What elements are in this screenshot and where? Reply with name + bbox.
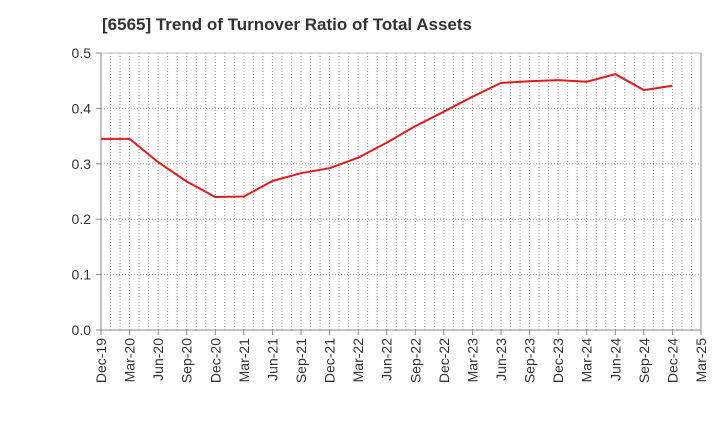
x-tick-label: Jun-22 [379, 338, 395, 381]
x-tick-label: Sep-20 [179, 338, 195, 383]
x-tick-label: Mar-20 [122, 338, 138, 383]
x-tick-label: Sep-21 [293, 338, 309, 383]
x-tick-label: Mar-24 [579, 338, 595, 383]
x-tick-label: Jun-24 [607, 338, 623, 381]
series-line [101, 73, 673, 198]
x-tick-label: Dec-23 [550, 338, 566, 383]
x-tick-label: Mar-22 [350, 338, 366, 383]
x-tick-label: Mar-23 [464, 338, 480, 383]
y-tick-label: 0.1 [72, 267, 92, 283]
chart-title: [6565] Trend of Turnover Ratio of Total … [102, 15, 472, 34]
x-tick-label: Dec-21 [322, 338, 338, 383]
y-tick-label: 0.3 [72, 156, 92, 172]
x-tick-label: Dec-24 [664, 338, 680, 383]
x-tick-label: Jun-21 [264, 338, 280, 381]
y-tick-label: 0.5 [72, 45, 92, 61]
x-tick-label: Jun-23 [493, 338, 509, 381]
x-tick-label: Dec-20 [207, 338, 223, 383]
x-tick-label: Sep-23 [522, 338, 538, 383]
x-tick-label: Jun-20 [150, 338, 166, 381]
x-tick-label: Mar-25 [693, 338, 709, 383]
x-tick-label: Sep-22 [407, 338, 423, 383]
y-tick-label: 0.0 [72, 322, 92, 338]
x-tick-label: Mar-21 [236, 338, 252, 383]
x-tick-label: Dec-22 [436, 338, 452, 383]
y-tick-label: 0.4 [72, 100, 92, 116]
y-tick-label: 0.2 [72, 211, 92, 227]
x-tick-label: Dec-19 [93, 338, 109, 383]
x-tick-label: Sep-24 [636, 338, 652, 383]
